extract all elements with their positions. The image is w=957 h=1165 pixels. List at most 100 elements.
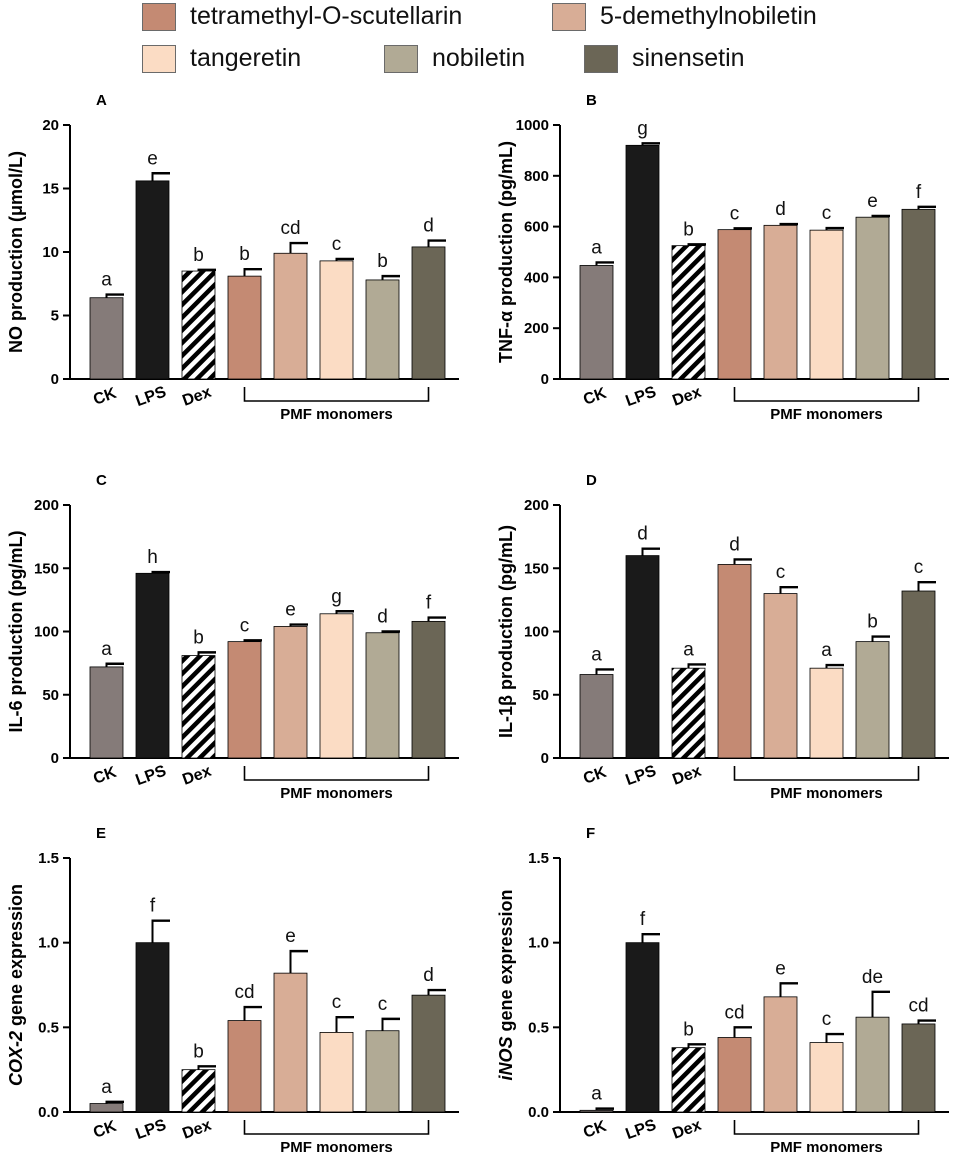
bar-tetramethyl-o-scutellarin [717,229,752,380]
panel-letter: D [586,472,597,489]
bar-dex [181,1069,216,1113]
legend-item-sinensetin: sinensetin [584,44,745,73]
bar-ck [89,1103,124,1113]
y-tick-label: 10 [42,244,59,261]
bar-dex [671,1047,706,1113]
significance-letter: f [916,182,922,203]
legend-swatch [384,44,418,73]
y-tick-label: 0 [51,750,59,767]
group-bracket [733,1120,920,1135]
chart-panel-c: C 0 50 100 150 200 IL-6 production (pg/mL) a h b c… [6,472,459,802]
group-bracket [243,387,430,402]
bar-nobiletin [365,279,400,380]
x-tick-label: Dex [670,1117,703,1143]
chart-panel-d: D 0 50 100 150 200 IL-1β production (pg/mL) a d a… [496,472,949,802]
y-axis-label: TNF-α production (pg/mL) [496,141,516,363]
significance-letter: b [683,1019,694,1040]
y-tick-label: 0.5 [38,1019,59,1036]
significance-letter: cd [724,1002,744,1023]
legend-label: 5-demethylnobiletin [600,2,817,30]
y-tick-label: 150 [34,560,59,577]
y-tick-label: 0.0 [38,1104,59,1121]
significance-letter: c [730,203,740,224]
bar-sinensetin [411,994,446,1113]
y-tick-label: 1.5 [38,850,59,867]
bar-sinensetin [901,590,936,759]
chart-panel-a: A 0 5 10 15 20 NO production (μmol/L) a e b b cd c b d… [6,92,459,423]
legend-swatch [552,2,586,31]
significance-letter: a [591,237,602,258]
bar-5-demethylnobiletin [763,996,798,1113]
y-axis-label: COX-2 gene expression [6,884,26,1086]
bar-sinensetin [901,208,936,380]
bar-dex [671,245,706,380]
significance-letter: de [862,967,883,988]
significance-letter: c [332,234,342,255]
significance-letter: b [377,251,388,272]
legend-item-tangeretin: tangeretin [142,44,301,73]
bar-nobiletin [855,216,890,380]
bar-tangeretin [809,667,844,759]
x-tick-label: LPS [623,1116,658,1143]
group-label: PMF monomers [280,785,393,802]
group-label: PMF monomers [770,1139,883,1156]
y-tick-label: 20 [42,117,59,134]
y-tick-label: 0 [541,750,549,767]
y-tick-label: 0 [51,371,59,388]
y-tick-label: 1.5 [528,850,549,867]
y-tick-label: 50 [42,687,59,704]
y-tick-label: 5 [51,308,59,325]
significance-letter: a [821,640,832,661]
significance-letter: cd [280,218,300,239]
significance-letter: e [867,191,878,212]
group-label: PMF monomers [280,1139,393,1156]
significance-letter: d [423,216,434,237]
y-axis-label: NO production (μmol/L) [6,151,26,353]
significance-letter: d [775,199,786,220]
significance-letter: d [729,534,740,555]
y-tick-label: 0.5 [528,1019,549,1036]
bar-ck [579,265,614,380]
x-tick-label: CK [581,385,609,409]
bar-sinensetin [411,620,446,759]
group-bracket [733,766,920,781]
bar-dex [671,667,706,759]
x-tick-label: Dex [180,384,213,410]
x-tick-label: CK [91,1118,119,1142]
y-tick-label: 400 [524,269,549,286]
y-tick-label: 50 [532,687,549,704]
bar-dex [181,270,216,380]
bar-lps [625,144,660,380]
bar-5-demethylnobiletin [273,972,308,1113]
group-label: PMF monomers [770,785,883,802]
x-tick-label: LPS [133,1116,168,1143]
panel-letter: B [586,92,597,109]
legend-swatch [142,44,176,73]
significance-letter: a [683,639,694,660]
group-label: PMF monomers [280,406,393,423]
bar-5-demethylnobiletin [763,224,798,380]
x-tick-label: CK [581,1118,609,1142]
bar-tetramethyl-o-scutellarin [227,1020,262,1113]
significance-letter: a [591,644,602,665]
panel-letter: F [586,825,595,842]
significance-letter: a [101,1077,112,1098]
x-tick-label: LPS [623,762,658,789]
bar-tetramethyl-o-scutellarin [717,564,752,759]
x-tick-label: CK [91,385,119,409]
legend-label: tetramethyl-O-scutellarin [190,2,463,30]
bar-nobiletin [365,632,400,759]
y-tick-label: 0 [541,371,549,388]
x-tick-label: Dex [670,384,703,410]
panel-letter: C [96,472,107,489]
legend-item-nobiletin: nobiletin [384,44,525,73]
bar-nobiletin [365,1030,400,1113]
bar-tangeretin [319,260,354,380]
legend-label: sinensetin [632,44,745,72]
y-axis-label-rest: gene expression [6,884,26,1031]
y-tick-label: 600 [524,219,549,236]
y-tick-label: 1.0 [528,935,549,952]
